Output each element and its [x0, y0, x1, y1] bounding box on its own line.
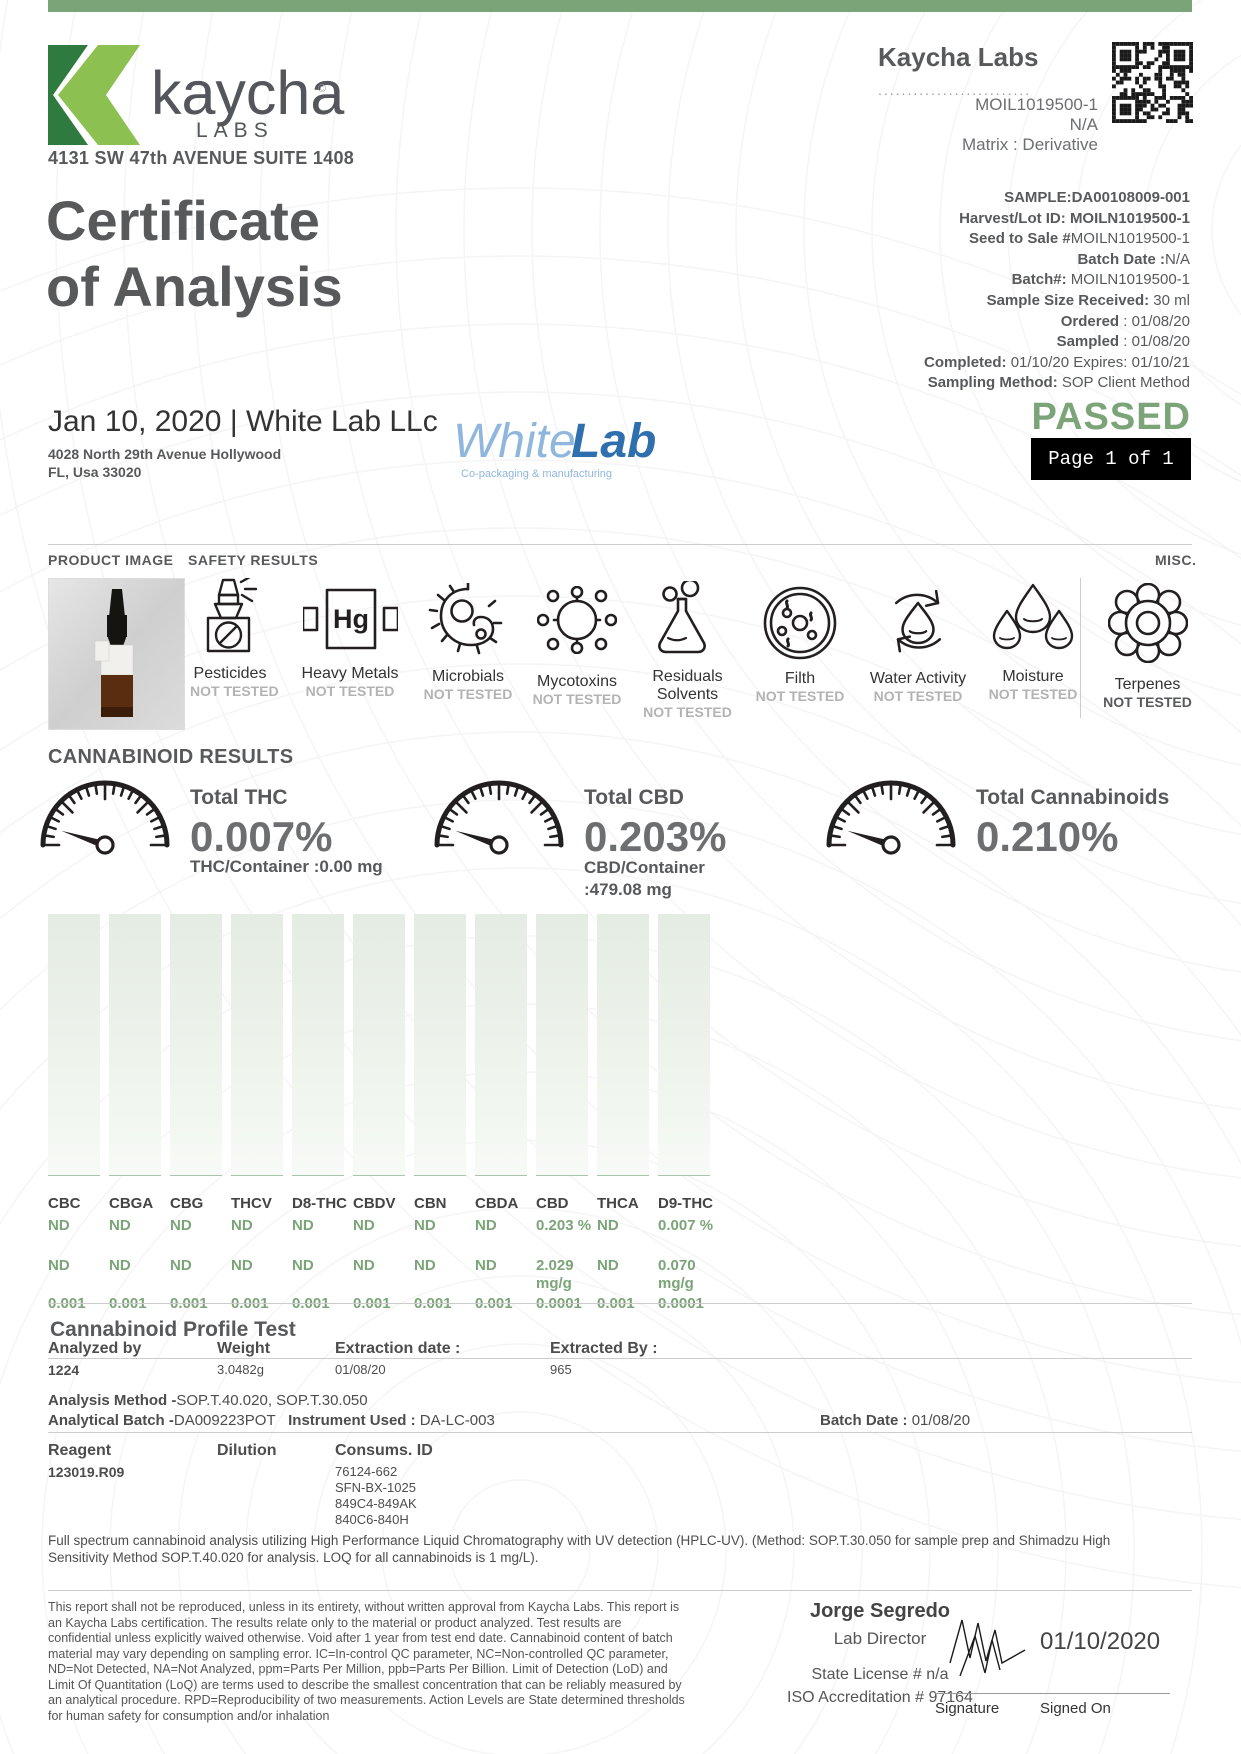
- svg-text:White: White: [453, 415, 576, 468]
- svg-text:©: ©: [318, 83, 326, 95]
- svg-text:kaycha: kaycha: [151, 59, 344, 127]
- svg-text:Hg: Hg: [333, 604, 369, 634]
- svg-text:Co-packaging & manufacturing: Co-packaging & manufacturing: [461, 468, 612, 480]
- svg-text:LABS: LABS: [196, 119, 274, 142]
- svg-text:Lab: Lab: [571, 415, 656, 468]
